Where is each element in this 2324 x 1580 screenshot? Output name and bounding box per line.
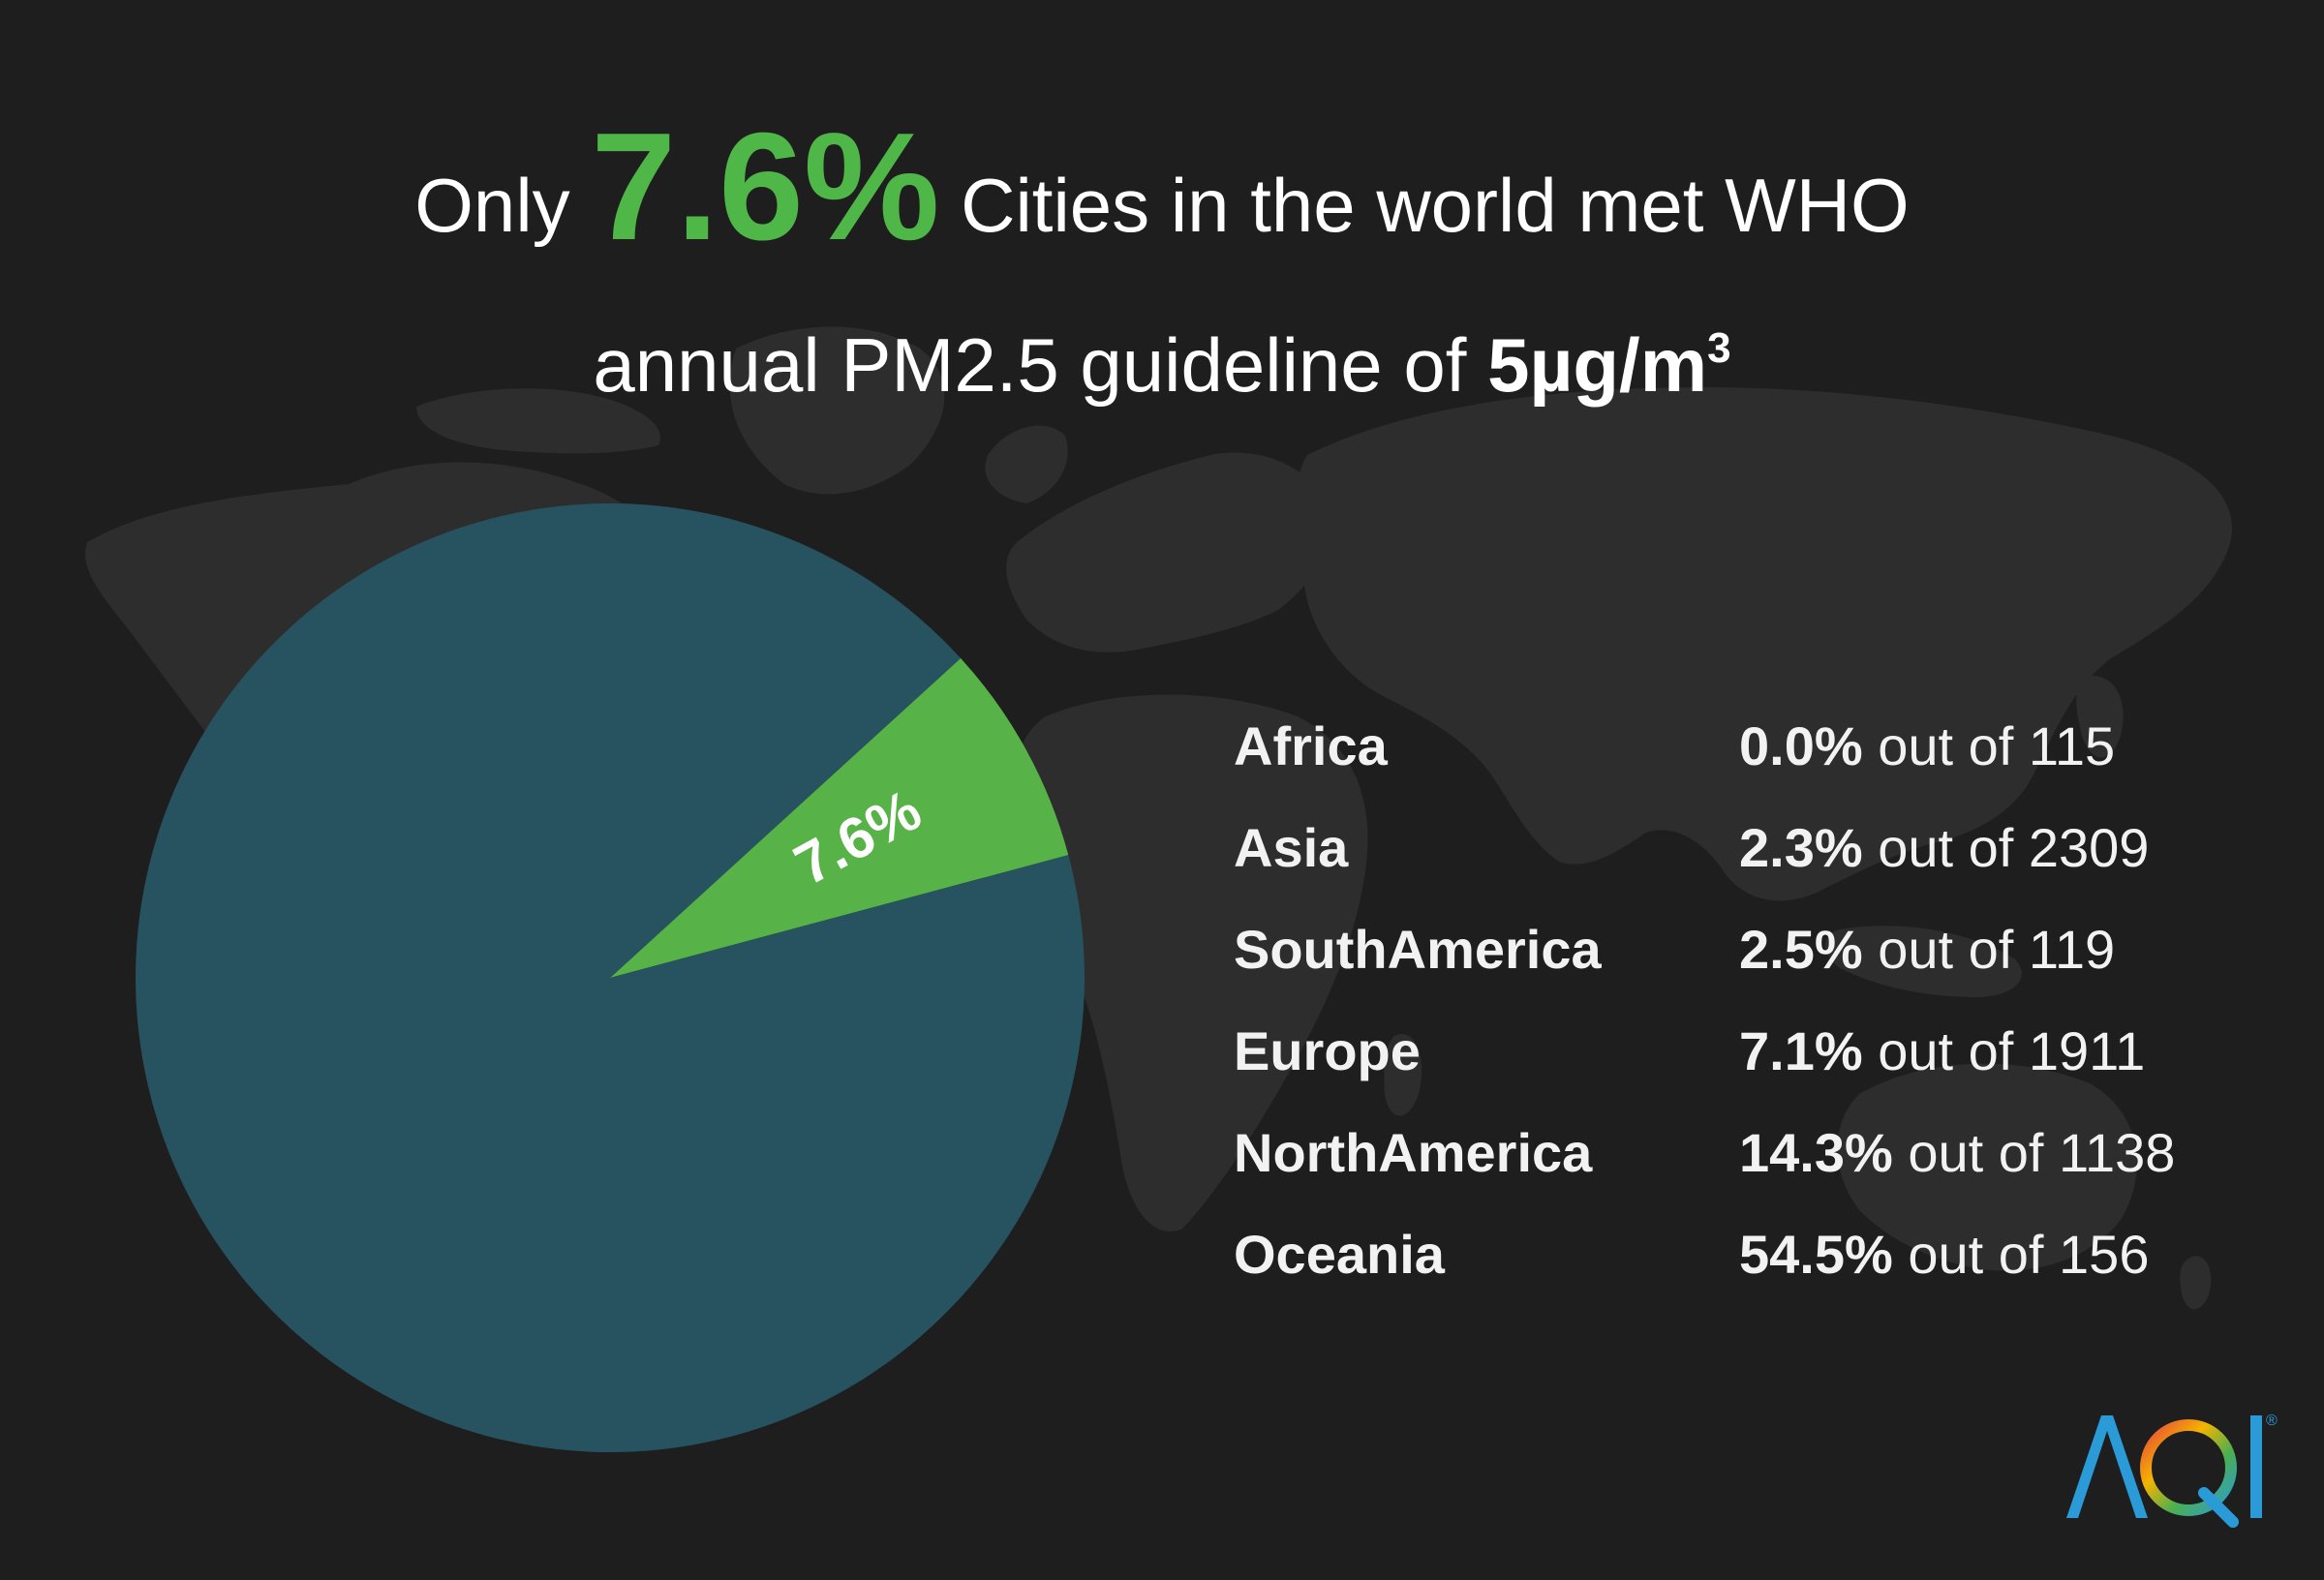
region-name: SouthAmerica <box>1234 919 1602 980</box>
subheadline-text: annual PM2.5 guideline of <box>593 322 1467 408</box>
region-row: Europe 7.1% out of 1911 <box>1234 1000 2221 1102</box>
region-name: Europe <box>1234 1020 1421 1081</box>
region-percent: 2.5% <box>1739 919 1863 980</box>
region-row: SouthAmerica 2.5% out of 119 <box>1234 898 2221 1000</box>
region-stat: 7.1% out of 1911 <box>1739 1000 2145 1102</box>
region-out-of: out of 1911 <box>1878 1020 2146 1081</box>
region-name: Africa <box>1234 715 1388 776</box>
region-stat: 14.3% out of 1138 <box>1739 1102 2175 1203</box>
region-stat: 2.3% out of 2309 <box>1739 797 2149 898</box>
region-percent: 0.0% <box>1739 715 1863 776</box>
region-out-of: out of 2309 <box>1878 817 2150 878</box>
region-name: Asia <box>1234 817 1349 878</box>
region-out-of: out of 119 <box>1878 919 2116 980</box>
headline-highlight: 7.6% <box>591 102 940 272</box>
guideline-unit-superscript: 3 <box>1707 324 1731 372</box>
region-name: NorthAmerica <box>1234 1122 1593 1183</box>
region-row: NorthAmerica 14.3% out of 1138 <box>1234 1102 2221 1203</box>
aqi-logo: ® <box>2066 1413 2278 1528</box>
region-row: Asia 2.3% out of 2309 <box>1234 797 2221 898</box>
subheadline: annual PM2.5 guideline of 5µg/m3 <box>0 300 2324 413</box>
guideline-value: 5µg/m <box>1487 322 1708 408</box>
pie-slice-met-guideline <box>610 657 1069 978</box>
pie-slice-remaining <box>136 502 1086 1452</box>
region-table: Africa 0.0% out of 115 Asia 2.3% out of 230… <box>1234 695 2221 1305</box>
pie-chart: 7.6% <box>136 502 1086 1452</box>
headline: Only 7.6% Cities in the world met WHO <box>0 110 2324 278</box>
aqi-logo-graphic <box>2066 1415 2262 1528</box>
region-stat: 54.5% out of 156 <box>1739 1203 2149 1305</box>
region-row: Oceania 54.5% out of 156 <box>1234 1203 2221 1305</box>
region-out-of: out of 156 <box>1908 1224 2150 1285</box>
region-percent: 54.5% <box>1739 1224 1893 1285</box>
region-out-of: out of 115 <box>1878 715 2116 776</box>
region-stat: 2.5% out of 119 <box>1739 898 2115 1000</box>
headline-suffix: Cities in the world met WHO <box>961 163 1910 248</box>
region-percent: 14.3% <box>1739 1122 1893 1183</box>
region-percent: 2.3% <box>1739 817 1863 878</box>
registered-mark: ® <box>2266 1413 2278 1429</box>
headline-prefix: Only <box>414 163 570 248</box>
region-out-of: out of 1138 <box>1908 1122 2176 1183</box>
region-percent: 7.1% <box>1739 1020 1863 1081</box>
region-stat: 0.0% out of 115 <box>1739 695 2115 797</box>
region-row: Africa 0.0% out of 115 <box>1234 695 2221 797</box>
region-name: Oceania <box>1234 1224 1445 1285</box>
